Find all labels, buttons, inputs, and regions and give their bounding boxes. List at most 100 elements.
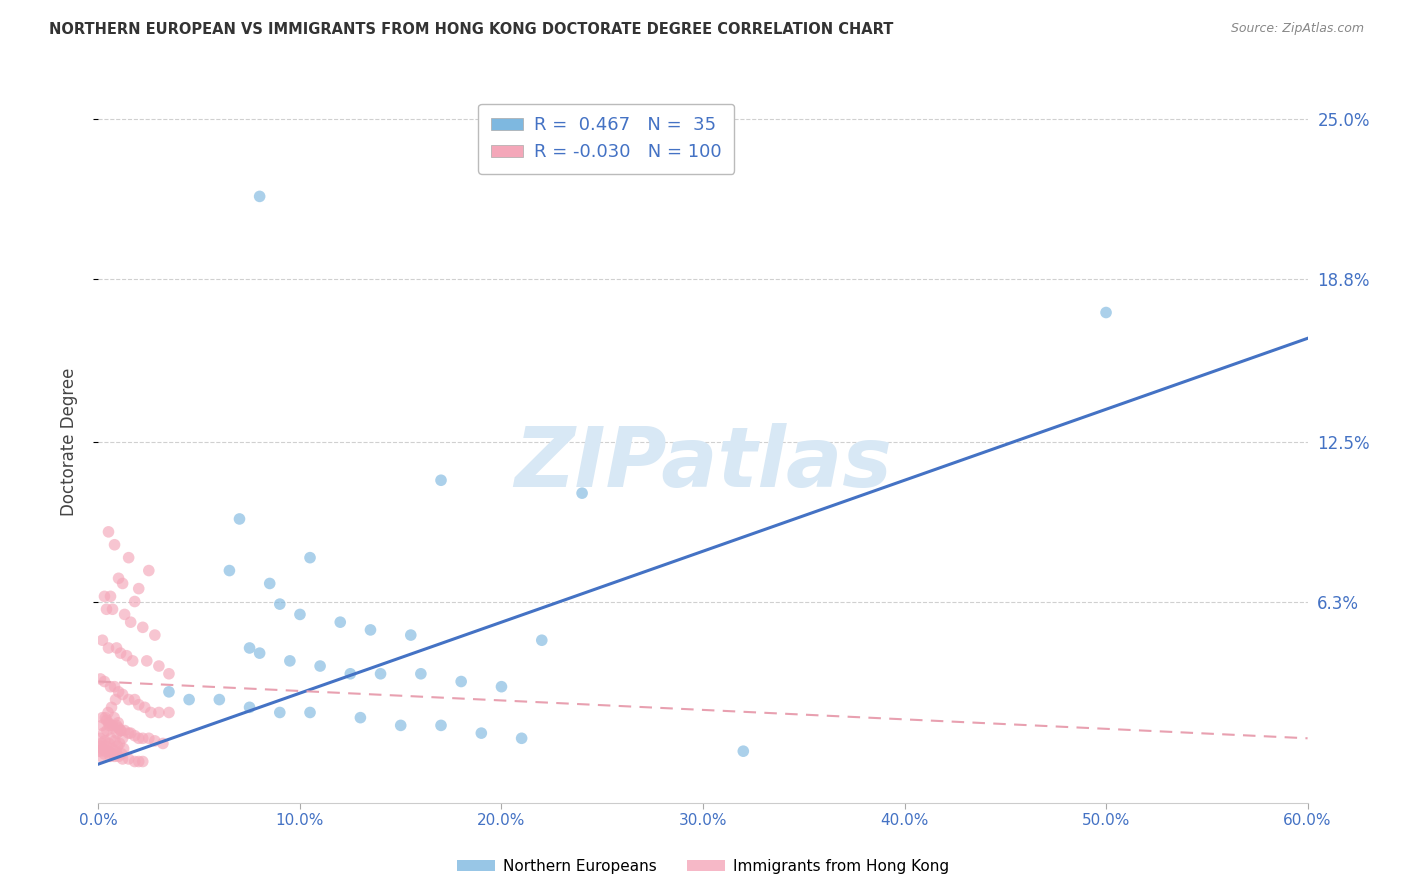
Text: Source: ZipAtlas.com: Source: ZipAtlas.com: [1230, 22, 1364, 36]
Point: [89, 731, 111, 746]
Point: [103, 711, 125, 725]
Point: [97, 744, 120, 758]
Point: [89, 672, 111, 686]
Point: [349, 711, 371, 725]
Point: [299, 550, 322, 565]
Point: [148, 706, 170, 720]
Point: [101, 718, 124, 732]
Point: [132, 731, 155, 746]
Point: [107, 715, 129, 730]
Point: [360, 623, 382, 637]
Point: [101, 721, 124, 735]
Point: [132, 620, 155, 634]
Point: [111, 752, 134, 766]
Point: [218, 564, 240, 578]
Text: ZIPatlas: ZIPatlas: [515, 423, 891, 504]
Point: [128, 731, 150, 746]
Point: [132, 755, 155, 769]
Point: [409, 666, 432, 681]
Point: [90, 749, 112, 764]
Point: [329, 615, 352, 630]
Point: [269, 597, 291, 611]
Point: [114, 723, 136, 738]
Point: [89, 739, 111, 753]
Point: [111, 731, 134, 746]
Point: [430, 473, 453, 487]
Point: [370, 666, 392, 681]
Point: [124, 594, 146, 608]
Point: [96, 723, 118, 738]
Point: [138, 564, 160, 578]
Point: [733, 744, 755, 758]
Point: [104, 692, 127, 706]
Point: [288, 607, 311, 622]
Point: [128, 582, 150, 596]
Point: [152, 736, 174, 750]
Point: [91, 711, 114, 725]
Point: [571, 486, 593, 500]
Point: [450, 674, 472, 689]
Point: [309, 659, 332, 673]
Point: [118, 550, 141, 565]
Point: [112, 741, 135, 756]
Point: [103, 680, 125, 694]
Point: [110, 723, 132, 738]
Point: [239, 700, 262, 714]
Point: [96, 713, 118, 727]
Point: [121, 654, 143, 668]
Point: [100, 590, 122, 604]
Point: [93, 674, 115, 689]
Point: [110, 747, 132, 761]
Point: [120, 726, 142, 740]
Point: [491, 680, 513, 694]
Point: [138, 731, 160, 746]
Point: [105, 744, 128, 758]
Point: [228, 512, 250, 526]
Point: [110, 646, 132, 660]
Point: [1095, 305, 1118, 319]
Point: [101, 602, 124, 616]
Point: [97, 736, 120, 750]
Point: [389, 718, 412, 732]
Point: [124, 755, 146, 769]
Point: [100, 680, 122, 694]
Point: [128, 698, 150, 712]
Point: [278, 654, 301, 668]
Point: [249, 189, 271, 203]
Point: [103, 538, 125, 552]
Point: [93, 747, 115, 761]
Legend: Northern Europeans, Immigrants from Hong Kong: Northern Europeans, Immigrants from Hong…: [451, 853, 955, 880]
Point: [103, 749, 125, 764]
Point: [510, 731, 533, 746]
Point: [208, 692, 231, 706]
Point: [97, 640, 120, 655]
Point: [111, 576, 134, 591]
Point: [110, 723, 132, 738]
Point: [239, 640, 262, 655]
Point: [107, 749, 129, 764]
Point: [100, 747, 122, 761]
Point: [143, 734, 166, 748]
Point: [105, 640, 128, 655]
Point: [269, 706, 291, 720]
Point: [430, 718, 453, 732]
Point: [157, 706, 180, 720]
Point: [94, 734, 117, 748]
Point: [107, 571, 129, 585]
Point: [103, 747, 125, 761]
Point: [105, 726, 128, 740]
Point: [93, 744, 115, 758]
Point: [90, 736, 112, 750]
Point: [139, 706, 162, 720]
Point: [96, 744, 118, 758]
Point: [91, 741, 114, 756]
Point: [157, 666, 180, 681]
Point: [339, 666, 361, 681]
Point: [115, 648, 138, 663]
Point: [135, 654, 157, 668]
Point: [93, 726, 115, 740]
Point: [91, 718, 114, 732]
Point: [105, 718, 128, 732]
Point: [101, 741, 124, 756]
Point: [249, 646, 271, 660]
